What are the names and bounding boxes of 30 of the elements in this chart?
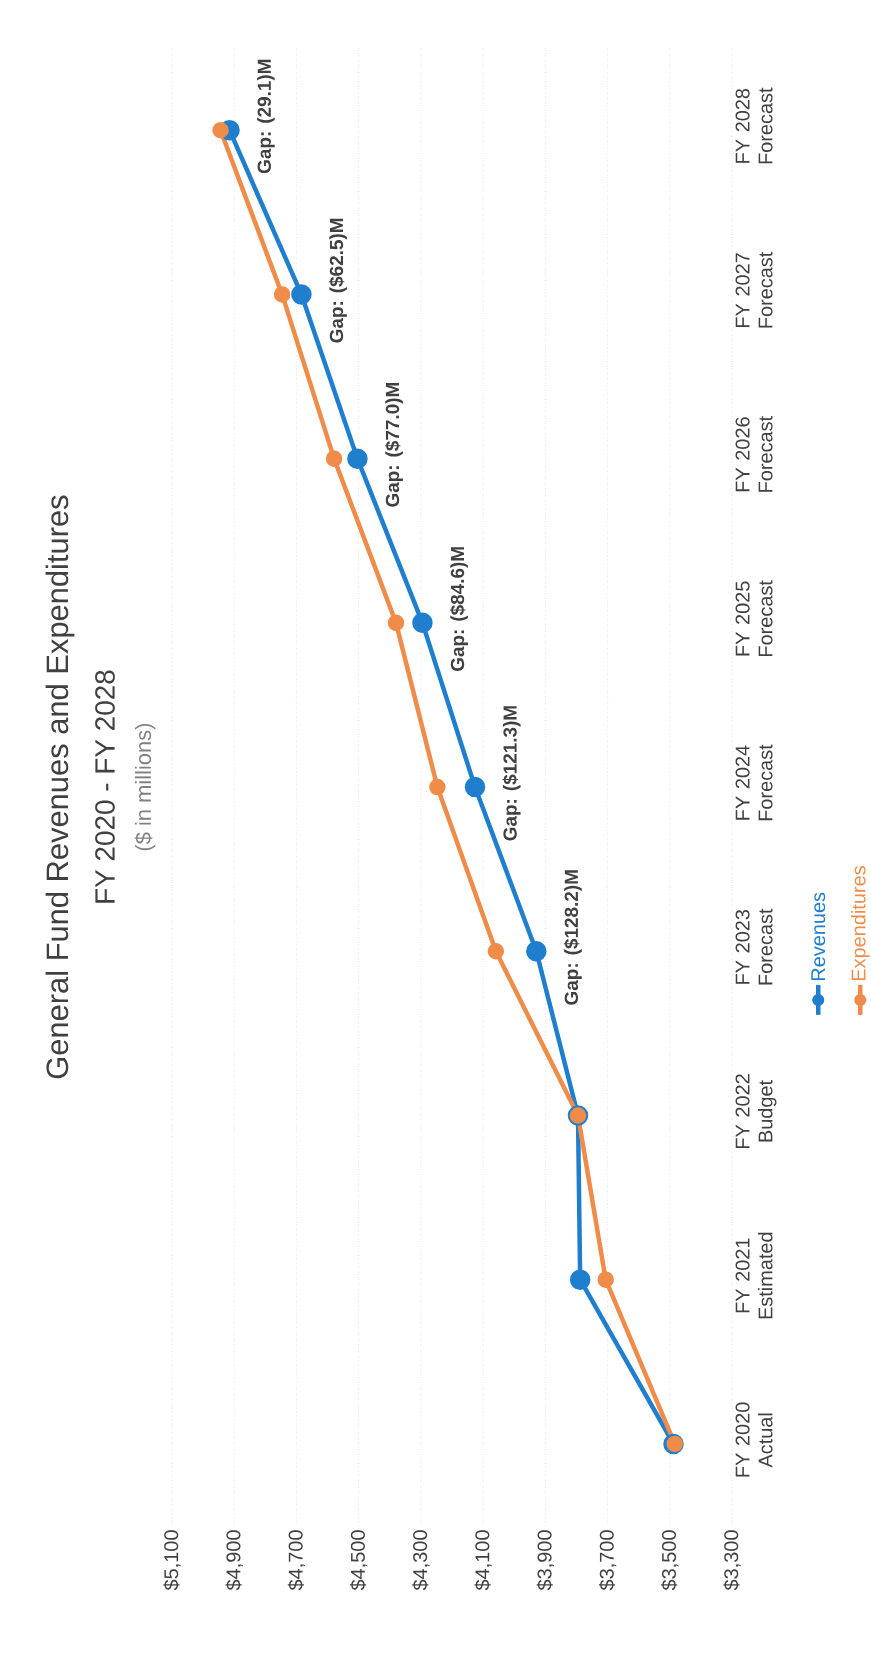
y-tick-label: FY 2022 Budget [735, 1074, 777, 1149]
x-tick-label: $4,700 [287, 1530, 306, 1591]
y-tick-label: FY 2024 Forecast [735, 744, 773, 821]
y-tick-label: FY 2021 Estimated [735, 1232, 773, 1319]
annotation: Gap: ($77.0)M [384, 382, 403, 507]
x-tick-label: $3,900 [536, 1530, 554, 1591]
x-tick-label: $4,300 [412, 1530, 430, 1591]
annotation: Gap: (29.1)M [257, 59, 275, 174]
text: General Fund Revenues and Expenditures [45, 495, 75, 1079]
text: Revenues [811, 892, 826, 981]
x-tick-label: $5,100 [163, 1530, 181, 1591]
y-tick-label: FY 2025 Forecast [735, 580, 773, 656]
x-tick-label: $3,700 [598, 1530, 617, 1591]
y-tick-label: FY 2027 Forecast [735, 251, 773, 328]
text: Expenditures [850, 866, 870, 981]
x-tick-label: $4,900 [225, 1530, 243, 1591]
text: FY 2020 - FY 2028 [95, 670, 115, 903]
x-tick-label: $4,500 [350, 1530, 368, 1591]
annotation: Gap: ($62.5)M [328, 218, 347, 343]
y-tick-label: FY 2020 Actual [735, 1402, 773, 1477]
annotation: Gap: ($128.2)M [563, 870, 582, 1005]
y-tick-label: FY 2023 Forecast [735, 908, 773, 985]
y-tick-label: FY 2028 Forecast [735, 87, 773, 164]
annotation: Gap: ($84.6)M [449, 547, 468, 672]
y-tick-label: FY 2026 Forecast [735, 416, 773, 492]
x-tick-label: $3,500 [661, 1530, 679, 1591]
annotation: Gap: ($121.3)M [502, 706, 521, 841]
x-tick-label: $4,100 [474, 1530, 492, 1591]
text: ($ in millions) [134, 723, 156, 851]
x-tick-label: $3,300 [723, 1530, 741, 1591]
